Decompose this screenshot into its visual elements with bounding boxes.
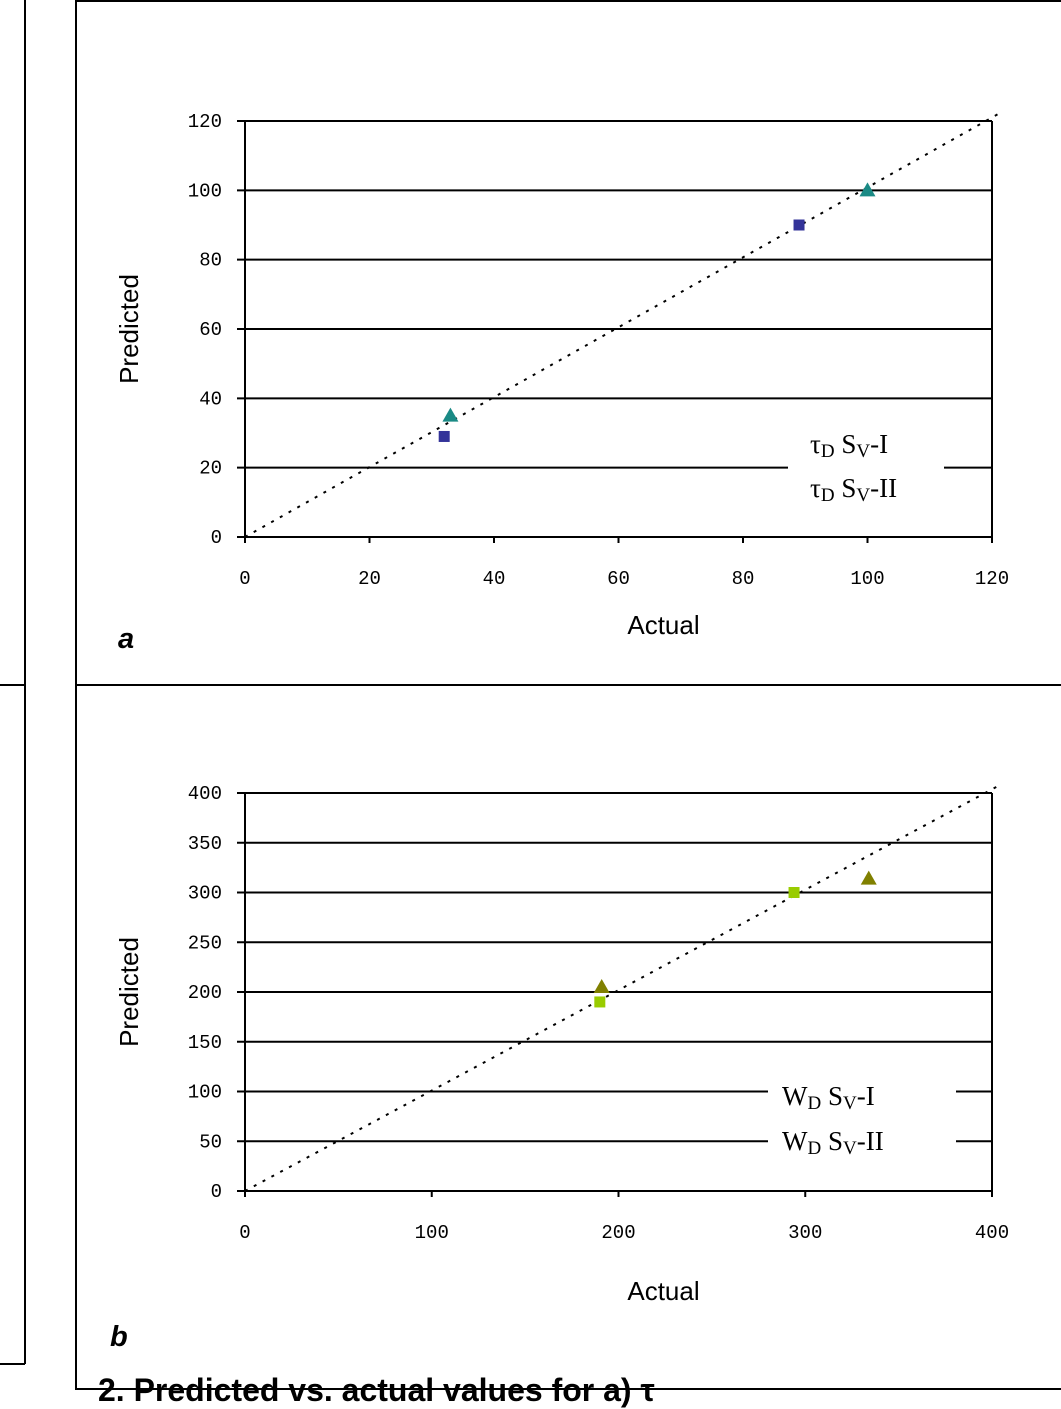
- data-point-triangle: [859, 182, 876, 197]
- panel-a-border: [75, 0, 1061, 686]
- x-tick-label: 200: [601, 1222, 635, 1244]
- data-point-triangle: [860, 870, 877, 885]
- x-tick-label: 120: [975, 568, 1009, 590]
- y-tick-label: 50: [199, 1131, 222, 1153]
- x-axis-title: Actual: [627, 1276, 699, 1306]
- x-tick-label: 40: [483, 568, 506, 590]
- x-tick-label: 300: [788, 1222, 822, 1244]
- y-tick-label: 300: [188, 883, 222, 905]
- data-point-square: [594, 996, 606, 1008]
- reference-line: [244, 112, 1001, 538]
- y-tick-label: 100: [188, 1082, 222, 1104]
- series-1: [438, 219, 805, 442]
- panel-label: b: [110, 1321, 128, 1353]
- x-tick-label: 400: [975, 1222, 1009, 1244]
- reference-line: [244, 784, 1001, 1192]
- figure-caption: 2. Predicted vs. actual values for a) τ: [98, 1372, 655, 1408]
- y-tick-label: 400: [188, 783, 222, 805]
- x-tick-label: 100: [850, 568, 884, 590]
- x-tick-label: 20: [358, 568, 381, 590]
- series-1: [594, 887, 800, 1008]
- y-tick-label: 250: [188, 932, 222, 954]
- x-tick-label: 0: [239, 568, 250, 590]
- y-tick-label: 20: [199, 458, 222, 480]
- x-tick-label: 100: [415, 1222, 449, 1244]
- y-tick-label: 0: [211, 527, 222, 549]
- data-point-square: [788, 887, 800, 898]
- x-tick-label: 0: [239, 1222, 250, 1244]
- data-point-triangle: [593, 979, 610, 994]
- y-tick-label: 80: [199, 250, 222, 272]
- legend-entry: WD SV-II: [782, 1126, 884, 1159]
- legend-entry: WD SV-I: [782, 1081, 875, 1114]
- x-tick-label: 80: [732, 568, 755, 590]
- y-axis-title: Predicted: [114, 274, 144, 384]
- y-tick-label: 120: [188, 111, 222, 133]
- y-tick-label: 40: [199, 388, 222, 410]
- legend-entry: τD SV-I: [810, 429, 888, 462]
- panel-b-border: [75, 684, 1061, 1390]
- data-point-square: [793, 219, 805, 231]
- y-tick-label: 60: [199, 319, 222, 341]
- panel-label: a: [118, 623, 134, 655]
- x-axis-title: Actual: [627, 610, 699, 640]
- data-point-triangle: [442, 407, 459, 422]
- chart-panel-a: 0 20 40 60 80 100 120 0 20 40 60 80 100 120 Actual Pred…: [114, 111, 1009, 655]
- x-tick-label: 60: [607, 568, 630, 590]
- y-tick-label: 0: [211, 1181, 222, 1203]
- y-axis-title: Predicted: [114, 937, 144, 1047]
- y-tick-label: 350: [188, 833, 222, 855]
- series-2: [593, 870, 877, 994]
- legend-entry: τD SV-II: [810, 473, 897, 506]
- series-2: [442, 182, 876, 422]
- data-point-square: [438, 430, 450, 442]
- y-tick-label: 150: [188, 1032, 222, 1054]
- y-tick-label: 100: [188, 180, 222, 202]
- y-tick-label: 200: [188, 982, 222, 1004]
- chart-panel-b: 0 50 100 150 200 250 300 350 400 0 100 200 300 400 Act…: [110, 783, 1009, 1353]
